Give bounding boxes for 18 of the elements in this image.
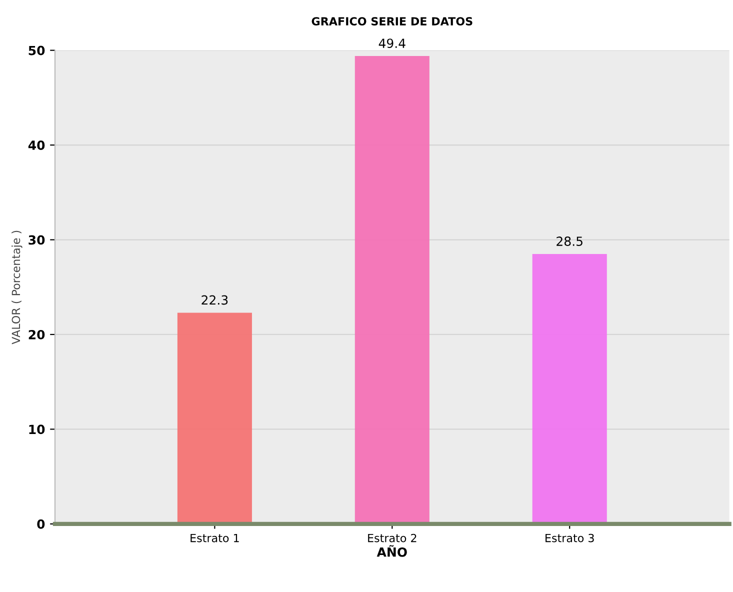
y-tick-label: 10	[29, 424, 45, 434]
data-label: 28.5	[556, 236, 582, 246]
chart-title: GRAFICO SERIE DE DATOS	[312, 17, 472, 26]
x-tick-label: Estrato 3	[546, 534, 594, 542]
y-tick-label: 0	[37, 519, 45, 529]
y-tick-label: 50	[28, 46, 45, 56]
y-tick-label: 40	[28, 140, 45, 150]
data-label: 49.4	[378, 38, 406, 48]
x-axis-title: AÑO	[376, 545, 407, 557]
data-label: 22.3	[202, 295, 228, 305]
bar	[177, 312, 252, 524]
bar	[532, 254, 607, 524]
y-axis-title: VALOR ( Porcentaje )	[12, 230, 22, 344]
x-tick-label: Estrato 1	[190, 534, 239, 542]
bar	[354, 56, 430, 524]
x-tick-label: Estrato 2	[368, 534, 416, 542]
y-tick-label: 20	[28, 330, 45, 340]
y-tick-label: 30	[28, 235, 45, 245]
